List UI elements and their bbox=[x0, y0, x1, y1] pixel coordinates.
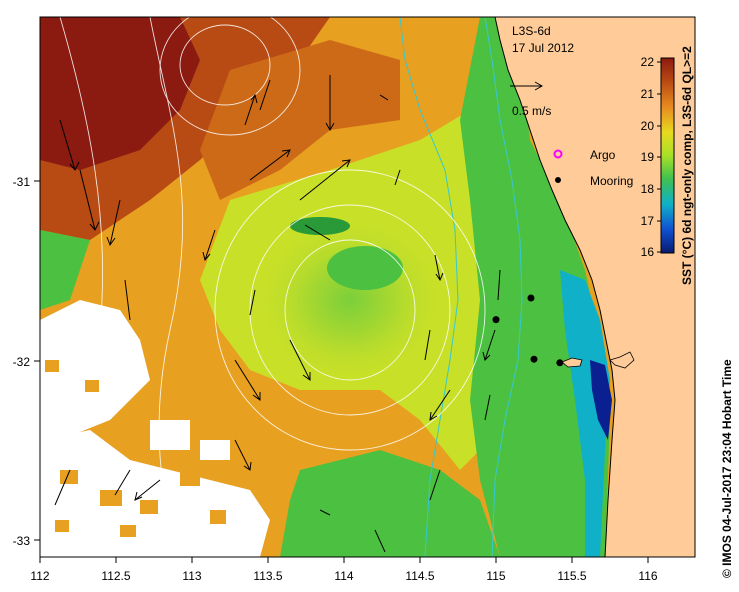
y-tick-label: -33 bbox=[13, 534, 31, 548]
x-axis-labels: 112 112.5 113 113.5 114 114.5 115 115.5 … bbox=[30, 569, 657, 583]
velocity-arrows bbox=[54, 75, 501, 553]
colorbar-gradient bbox=[660, 57, 675, 254]
mooring-marker bbox=[556, 359, 564, 367]
eddy-core bbox=[327, 246, 403, 290]
colorbar-tick: 17 bbox=[641, 214, 655, 228]
velocity-scale-arrowhead bbox=[534, 81, 544, 91]
mooring-marker-icon bbox=[555, 177, 561, 183]
bathymetry-lines bbox=[399, 17, 523, 557]
eddy-tail bbox=[290, 217, 350, 235]
warm-patch-center bbox=[200, 40, 400, 200]
colorbar-label: SST (°C) 6d ngt-only comp, L3S-6d QL>=2 bbox=[680, 46, 694, 285]
axis-ticks bbox=[34, 180, 649, 563]
x-tick-label: 114 bbox=[334, 569, 353, 583]
mooring-marker bbox=[530, 355, 538, 363]
coastline-detail bbox=[609, 351, 635, 369]
sst-colorbar: 22 21 20 19 18 17 16 SST (°C) 6d ngt-onl… bbox=[641, 46, 694, 285]
argo-marker-icon bbox=[553, 149, 563, 159]
x-tick-label: 116 bbox=[638, 569, 657, 583]
velocity-scale-label: 0.5 m/s bbox=[512, 104, 551, 118]
y-axis-labels: -31 -32 -33 bbox=[13, 175, 31, 548]
coastal-cold-band bbox=[460, 17, 610, 557]
x-tick-label: 115 bbox=[486, 569, 505, 583]
marker-legend: Argo Mooring bbox=[553, 148, 633, 188]
coastal-deep-blue bbox=[590, 360, 612, 440]
sst-plot-area bbox=[40, 17, 695, 557]
hot-water-core bbox=[40, 17, 200, 170]
mooring-marker bbox=[492, 316, 500, 324]
green-band-west bbox=[40, 230, 90, 310]
mooring-markers bbox=[492, 294, 564, 367]
x-tick-label: 112 bbox=[30, 569, 49, 583]
velocity-scale: 0.5 m/s bbox=[510, 81, 551, 118]
x-tick-label: 112.5 bbox=[101, 569, 130, 583]
coastal-blue-strip bbox=[560, 270, 610, 557]
colorbar-tick: 19 bbox=[641, 150, 655, 164]
cloud-mask bbox=[40, 300, 270, 557]
mooring-label: Mooring bbox=[590, 174, 633, 188]
colorbar-tick: 16 bbox=[641, 245, 655, 259]
imos-credit: © IMOS 04-Jul-2017 23:04 Hobart Time bbox=[720, 359, 734, 578]
ssh-contours bbox=[59, 17, 486, 557]
colorbar-tick: 21 bbox=[641, 87, 655, 101]
map-title-date: 17 Jul 2012 bbox=[512, 41, 574, 55]
colorbar-tick: 18 bbox=[641, 182, 655, 196]
plot-frame bbox=[39, 16, 696, 558]
colorbar-tick: 22 bbox=[641, 55, 655, 69]
x-tick-label: 115.5 bbox=[557, 569, 586, 583]
green-water-south bbox=[280, 450, 500, 557]
argo-label: Argo bbox=[590, 148, 616, 162]
y-tick-label: -31 bbox=[13, 175, 31, 189]
y-tick-label: -32 bbox=[13, 355, 31, 369]
x-tick-label: 113 bbox=[182, 569, 201, 583]
rottnest-island bbox=[561, 357, 583, 368]
cloud-edge-speckles bbox=[45, 360, 226, 537]
x-tick-label: 113.5 bbox=[253, 569, 282, 583]
map-title-product: L3S-6d bbox=[512, 24, 551, 38]
land-western-australia bbox=[494, 17, 695, 557]
x-tick-label: 114.5 bbox=[405, 569, 434, 583]
colorbar-tick: 20 bbox=[641, 119, 655, 133]
eddy-center bbox=[255, 215, 445, 385]
mooring-marker bbox=[527, 294, 535, 302]
